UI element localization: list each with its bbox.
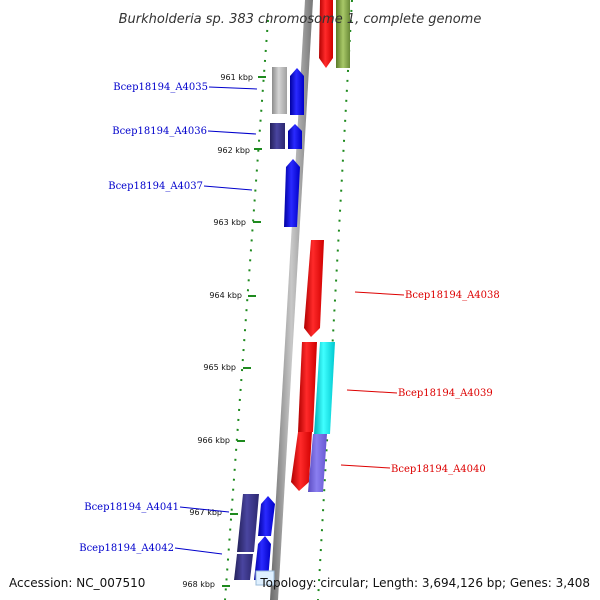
gene-arrow-a4035[interactable] — [290, 68, 304, 115]
gene-label-a4036[interactable]: Bcep18194_A4036 — [112, 126, 207, 137]
gene-arrow-a4040-red-segment[interactable] — [291, 432, 312, 491]
gene-arrow-a4038[interactable] — [304, 240, 324, 337]
tick-label: 968 kbp — [182, 580, 215, 589]
tick-label: 964 kbp — [209, 291, 242, 300]
tick-label: 961 kbp — [220, 73, 253, 82]
leader-line-a4040 — [340, 464, 391, 469]
gene-block-navy-a4041[interactable] — [237, 494, 259, 552]
leader-line-a4041 — [179, 506, 230, 513]
gene-block-a4039-cyan[interactable] — [314, 342, 335, 434]
gene-block-gray[interactable] — [272, 67, 287, 114]
outer-track-guide — [224, 19, 269, 600]
gene-label-a4037[interactable]: Bcep18194_A4037 — [108, 181, 203, 192]
inner-track-guide — [317, 0, 353, 600]
gene-label-a4041[interactable]: Bcep18194_A4041 — [84, 502, 179, 513]
leader-line-a4037 — [203, 185, 253, 191]
gene-arrow-a4036[interactable] — [288, 124, 302, 149]
chromosome-backbone — [270, 0, 313, 600]
gene-arrow-a4042[interactable] — [254, 536, 271, 580]
small-feature-box — [255, 570, 275, 586]
scale-tick-labels: 961 kbp 962 kbp 963 kbp 964 kbp 965 kbp … — [182, 73, 253, 589]
tick-label: 965 kbp — [203, 363, 236, 372]
gene-block-navy-a4042[interactable] — [234, 554, 253, 580]
scale-ticks — [222, 76, 266, 587]
leader-line-a4042 — [174, 547, 223, 555]
gene-arrow-a4037[interactable] — [284, 159, 300, 227]
gene-arrow-top-partial-red — [319, 0, 333, 68]
gene-label-a4035[interactable]: Bcep18194_A4035 — [113, 82, 208, 93]
gene-label-a4042[interactable]: Bcep18194_A4042 — [79, 543, 174, 554]
gene-arrow-a4041[interactable] — [258, 496, 275, 536]
gene-block-a4040-violet[interactable] — [308, 434, 327, 492]
gene-arrow-a4039-red-segment[interactable] — [298, 342, 317, 432]
tick-label: 962 kbp — [217, 146, 250, 155]
accession-text: Accession: NC_007510 — [9, 576, 145, 590]
gene-label-a4040[interactable]: Bcep18194_A4040 — [391, 464, 486, 475]
gene-block-navy-a4036[interactable] — [270, 123, 285, 149]
gene-label-a4038[interactable]: Bcep18194_A4038 — [405, 290, 500, 301]
tick-label: 963 kbp — [213, 218, 246, 227]
tick-label: 966 kbp — [197, 436, 230, 445]
gene-block-top-partial-olive — [336, 0, 350, 68]
leader-line-a4039 — [346, 389, 398, 394]
tick-label: 967 kbp — [189, 508, 222, 517]
topology-text: Topology: circular; Length: 3,694,126 bp… — [259, 576, 590, 590]
leader-line-a4038 — [354, 291, 405, 296]
leader-line-a4036 — [207, 130, 257, 135]
map-title: Burkholderia sp. 383 chromosome 1, compl… — [119, 12, 482, 27]
leader-line-a4035 — [208, 86, 258, 90]
gene-label-a4039[interactable]: Bcep18194_A4039 — [398, 388, 493, 399]
